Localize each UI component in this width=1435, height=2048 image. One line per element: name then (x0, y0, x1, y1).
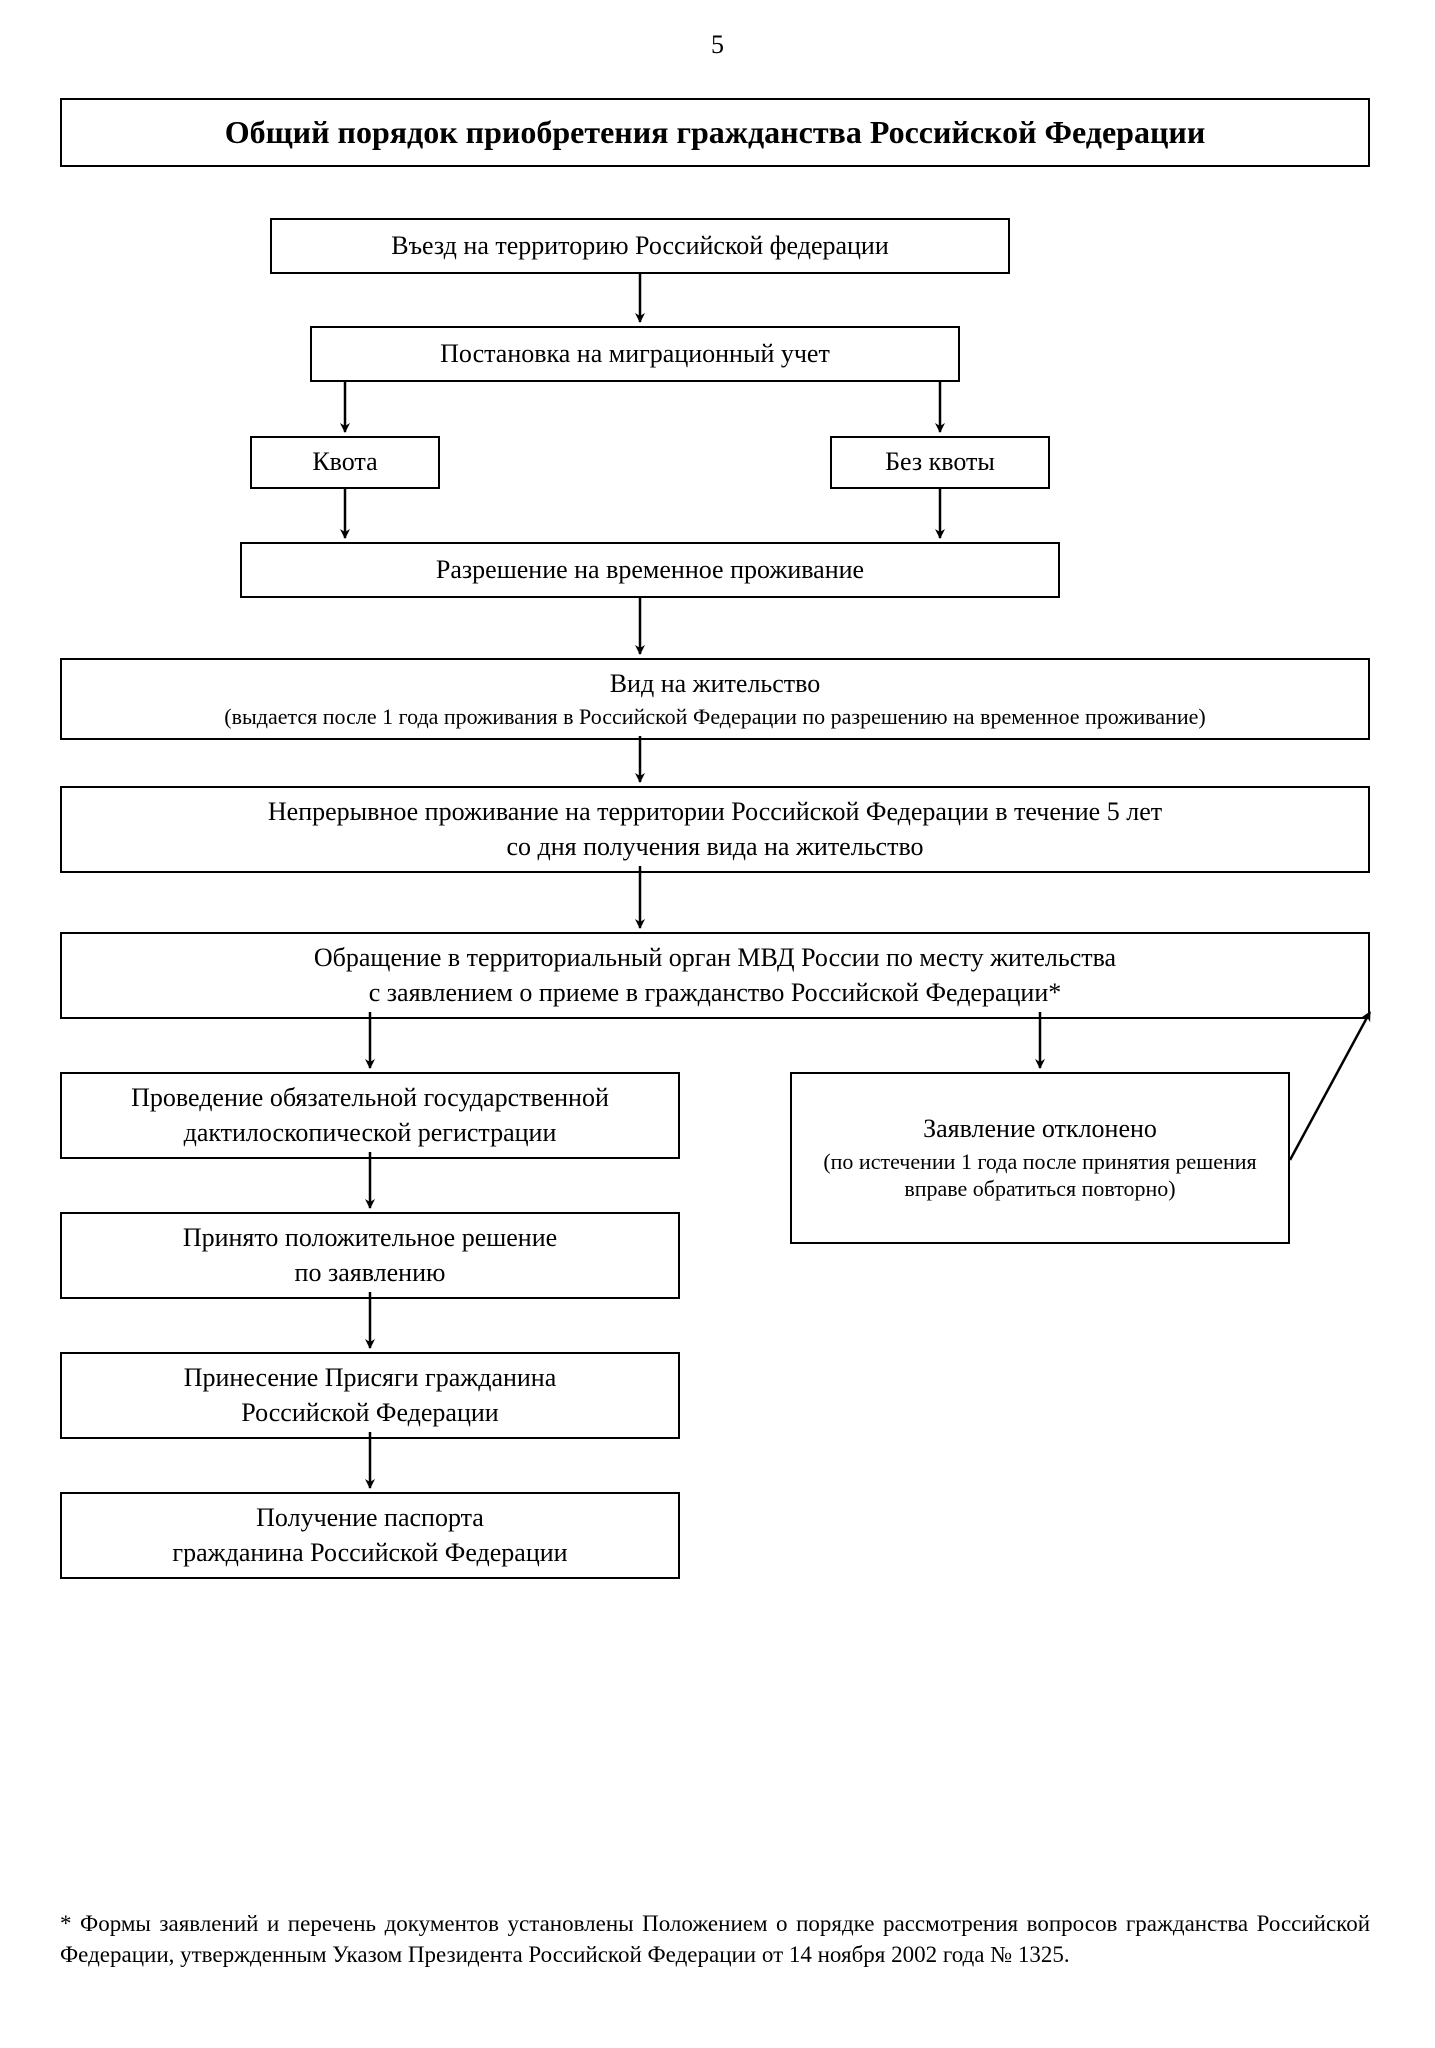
node-text: Принято положительное решение (183, 1222, 557, 1255)
node-rejected: Заявление отклонено (по истечении 1 года… (790, 1072, 1290, 1244)
node-apply-mvd: Обращение в территориальный орган МВД Ро… (60, 932, 1370, 1019)
node-no-quota: Без квоты (830, 436, 1050, 489)
node-subtext: со дня получения вида на жительство (506, 831, 923, 864)
node-approved: Принято положительное решение по заявлен… (60, 1212, 680, 1299)
node-oath: Принесение Присяги гражданина Российской… (60, 1352, 680, 1439)
footnote: * Формы заявлений и перечень документов … (60, 1908, 1370, 1970)
node-temp-residence-permit: Разрешение на временное проживание (240, 542, 1060, 598)
node-subtext: гражданина Российской Федерации (172, 1537, 567, 1570)
footnote-text: * Формы заявлений и перечень документов … (60, 1911, 1370, 1967)
node-text: Проведение обязательной государственной (131, 1082, 609, 1115)
arrow-layer (0, 0, 1435, 2048)
node-quota: Квота (250, 436, 440, 489)
node-subtext: дактилоскопической регистрации (184, 1117, 557, 1150)
node-residence-permit: Вид на жительство (выдается после 1 года… (60, 658, 1370, 740)
node-passport: Получение паспорта гражданина Российской… (60, 1492, 680, 1579)
node-text: Принесение Присяги гражданина (184, 1362, 557, 1395)
node-text: Непрерывное проживание на территории Рос… (268, 796, 1162, 829)
node-text: Разрешение на временное проживание (436, 554, 864, 587)
arrow (1290, 1012, 1370, 1160)
node-text: Обращение в территориальный орган МВД Ро… (314, 942, 1116, 975)
page-number: 5 (0, 30, 1435, 60)
node-text: Постановка на миграционный учет (440, 338, 830, 371)
heading-box: Общий порядок приобретения гражданства Р… (60, 98, 1370, 167)
node-text: Заявление отклонено (923, 1113, 1157, 1146)
node-subtext: по заявлению (295, 1257, 446, 1290)
node-entry: Въезд на территорию Российской федерации (270, 218, 1010, 274)
node-text: Въезд на территорию Российской федерации (391, 230, 889, 263)
node-subtext: с заявлением о приеме в гражданство Росс… (369, 977, 1062, 1010)
node-text: Без квоты (885, 446, 995, 479)
node-text: Квота (312, 446, 377, 479)
node-migration-registration: Постановка на миграционный учет (310, 326, 960, 382)
heading-text: Общий порядок приобретения гражданства Р… (225, 114, 1206, 150)
node-subtext: Российской Федерации (241, 1397, 498, 1430)
node-5years-residence: Непрерывное проживание на территории Рос… (60, 786, 1370, 873)
node-text: Вид на жительство (610, 668, 821, 701)
node-dactyloscopy: Проведение обязательной государственной … (60, 1072, 680, 1159)
node-subtext: (выдается после 1 года проживания в Росс… (224, 703, 1205, 731)
node-text: Получение паспорта (256, 1502, 484, 1535)
node-subtext: (по истечении 1 года после принятия реше… (804, 1148, 1276, 1203)
page: 5 Общий порядок приобретения гражданства… (0, 0, 1435, 2048)
